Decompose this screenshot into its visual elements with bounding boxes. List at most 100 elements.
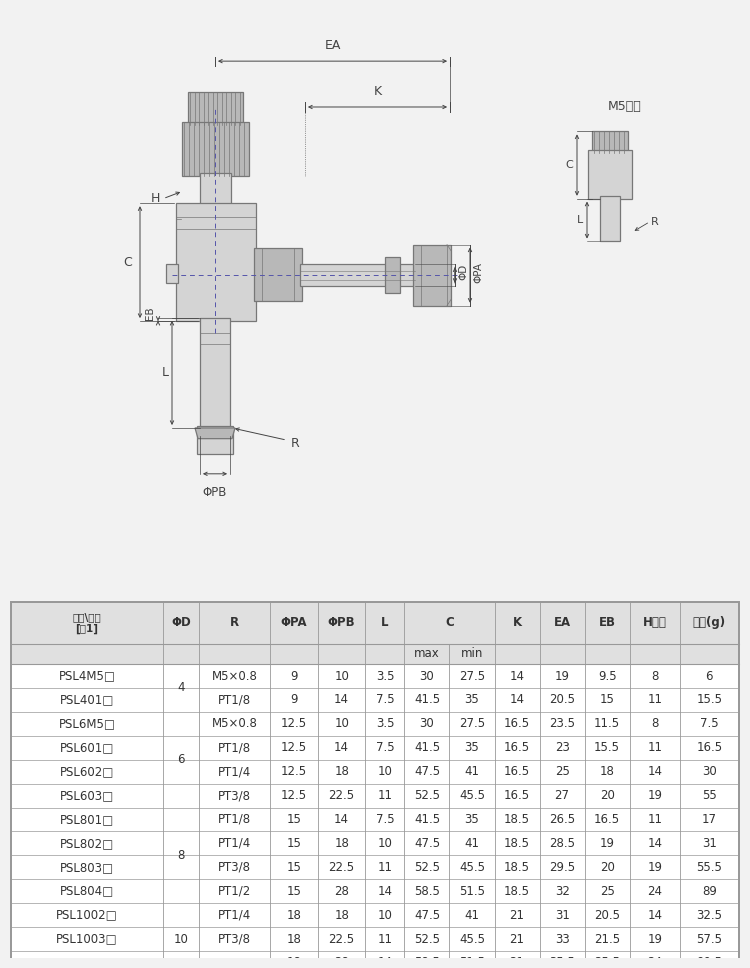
Text: 90.5: 90.5 <box>696 956 722 968</box>
Text: PSL603□: PSL603□ <box>60 789 114 802</box>
Text: 41.5: 41.5 <box>414 741 440 754</box>
Text: EA: EA <box>324 40 340 52</box>
Bar <box>200 318 230 428</box>
Text: 14: 14 <box>509 693 524 707</box>
Text: 重量(g): 重量(g) <box>693 617 726 629</box>
Text: 3.5: 3.5 <box>376 670 394 682</box>
Text: 28: 28 <box>334 956 349 968</box>
Text: 20.5: 20.5 <box>594 909 620 922</box>
Text: PSL1002□: PSL1002□ <box>56 909 118 922</box>
Text: 7.5: 7.5 <box>376 741 394 754</box>
Text: 18.5: 18.5 <box>504 813 530 826</box>
Text: 18: 18 <box>286 956 302 968</box>
Text: 52.5: 52.5 <box>414 932 440 946</box>
Text: 14: 14 <box>334 813 350 826</box>
Text: 19: 19 <box>554 670 569 682</box>
Text: 41: 41 <box>464 765 479 778</box>
Text: 10: 10 <box>334 670 349 682</box>
Text: 51.5: 51.5 <box>459 885 485 897</box>
Text: 18: 18 <box>334 837 349 850</box>
Text: 7.5: 7.5 <box>376 813 394 826</box>
Text: 8: 8 <box>651 670 658 682</box>
Text: 11.5: 11.5 <box>594 717 620 730</box>
Text: 45.5: 45.5 <box>459 861 485 874</box>
Text: PT1/8: PT1/8 <box>218 693 251 707</box>
Text: 12.5: 12.5 <box>281 789 307 802</box>
Bar <box>385 257 400 293</box>
Text: 7.5: 7.5 <box>700 717 718 730</box>
Text: K: K <box>512 617 522 629</box>
Bar <box>197 427 233 454</box>
Text: 11: 11 <box>377 789 392 802</box>
Text: R: R <box>651 217 658 227</box>
Text: 35.5: 35.5 <box>549 956 575 968</box>
Text: 12.5: 12.5 <box>281 717 307 730</box>
Text: 55: 55 <box>702 789 717 802</box>
Text: 15: 15 <box>600 693 614 707</box>
Text: 55.5: 55.5 <box>697 861 722 874</box>
Text: L: L <box>577 215 584 226</box>
Text: M5×0.8: M5×0.8 <box>211 717 257 730</box>
Text: 25.5: 25.5 <box>594 956 620 968</box>
Text: ΦPA: ΦPA <box>473 261 483 283</box>
Bar <box>588 150 632 198</box>
Text: 33: 33 <box>555 932 569 946</box>
Text: 18: 18 <box>334 765 349 778</box>
Bar <box>200 172 231 206</box>
Text: 18: 18 <box>286 932 302 946</box>
Text: 16.5: 16.5 <box>504 789 530 802</box>
Text: ΦD: ΦD <box>458 264 468 280</box>
Text: 型號\符號
[注1]: 型號\符號 [注1] <box>73 612 101 634</box>
Text: 14: 14 <box>334 693 350 707</box>
Text: 16.5: 16.5 <box>696 741 722 754</box>
Text: 7.5: 7.5 <box>376 693 394 707</box>
Text: PT1/8: PT1/8 <box>218 741 251 754</box>
Text: EB: EB <box>598 617 616 629</box>
Text: 20: 20 <box>600 789 614 802</box>
Text: PSL801□: PSL801□ <box>60 813 114 826</box>
Bar <box>254 248 302 301</box>
Text: 47.5: 47.5 <box>414 837 440 850</box>
Text: PSL401□: PSL401□ <box>60 693 114 707</box>
Text: 23.5: 23.5 <box>549 717 575 730</box>
Text: 28.5: 28.5 <box>549 837 575 850</box>
Text: 89: 89 <box>702 885 717 897</box>
Text: 12.5: 12.5 <box>281 765 307 778</box>
Text: 16.5: 16.5 <box>594 813 620 826</box>
Text: 27.5: 27.5 <box>459 717 485 730</box>
Text: 19: 19 <box>647 932 662 946</box>
Text: 11: 11 <box>377 932 392 946</box>
Text: L: L <box>161 367 169 379</box>
Text: 11: 11 <box>647 741 662 754</box>
Bar <box>188 92 243 125</box>
Text: 14: 14 <box>509 670 524 682</box>
Text: 12.5: 12.5 <box>281 741 307 754</box>
Text: 6: 6 <box>706 670 713 682</box>
Text: R: R <box>230 617 239 629</box>
Text: 15: 15 <box>286 885 302 897</box>
Text: 15.5: 15.5 <box>696 693 722 707</box>
Polygon shape <box>195 428 235 439</box>
Text: 18: 18 <box>600 765 614 778</box>
Text: 23: 23 <box>555 741 569 754</box>
Text: 10: 10 <box>377 765 392 778</box>
Text: PT1/4: PT1/4 <box>218 837 251 850</box>
Bar <box>300 264 415 286</box>
Text: 18: 18 <box>334 909 349 922</box>
Text: 22.5: 22.5 <box>328 932 355 946</box>
Text: 19: 19 <box>647 789 662 802</box>
Text: 21: 21 <box>509 956 524 968</box>
Text: H對邊: H對邊 <box>643 617 667 629</box>
Text: M5×0.8: M5×0.8 <box>211 670 257 682</box>
Text: 35: 35 <box>465 741 479 754</box>
Text: 35: 35 <box>465 693 479 707</box>
Text: PSL601□: PSL601□ <box>60 741 114 754</box>
Text: 27.5: 27.5 <box>459 670 485 682</box>
Text: 21.5: 21.5 <box>594 932 620 946</box>
Text: 11: 11 <box>647 693 662 707</box>
Text: 11: 11 <box>377 861 392 874</box>
Text: 52.5: 52.5 <box>414 789 440 802</box>
Text: 52.5: 52.5 <box>414 861 440 874</box>
Text: 22.5: 22.5 <box>328 789 355 802</box>
Text: 14: 14 <box>334 741 350 754</box>
